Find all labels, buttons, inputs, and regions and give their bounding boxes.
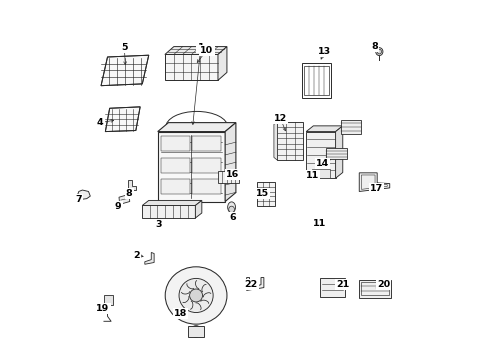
Polygon shape [101,55,148,86]
Text: 20: 20 [376,280,389,289]
Bar [341,120,360,134]
Bar [161,179,189,194]
Text: 5: 5 [121,43,127,52]
Polygon shape [195,201,202,218]
Polygon shape [128,180,136,190]
Polygon shape [273,122,277,160]
Bar [319,278,344,297]
Text: 10: 10 [200,46,213,55]
Bar [301,63,330,98]
Text: 14: 14 [315,159,328,168]
Text: 1: 1 [197,43,203,52]
Text: 22: 22 [244,280,257,289]
Text: 17: 17 [369,184,382,193]
Polygon shape [142,201,202,206]
Polygon shape [105,107,140,132]
Ellipse shape [375,48,382,55]
Bar [361,282,388,296]
Text: 8: 8 [125,189,132,198]
Text: 9: 9 [115,202,122,211]
Bar [142,206,195,218]
Circle shape [323,285,327,289]
Bar [359,280,390,298]
Polygon shape [359,173,389,192]
Text: 13: 13 [317,47,330,56]
Text: 3: 3 [155,220,162,229]
Polygon shape [144,252,154,264]
Circle shape [190,326,202,337]
Bar [158,132,224,202]
Bar [304,66,328,95]
Bar [192,136,220,151]
Text: 6: 6 [228,213,235,222]
Polygon shape [246,278,264,291]
Bar [305,132,335,178]
Circle shape [336,285,340,289]
Polygon shape [77,190,90,199]
Bar [164,54,218,80]
Text: 19: 19 [96,304,109,313]
Text: 11: 11 [305,171,319,180]
Polygon shape [119,194,129,204]
Bar [218,171,239,183]
Text: 18: 18 [174,309,187,318]
Text: 21: 21 [336,280,349,289]
Polygon shape [158,123,235,132]
Bar [256,182,275,206]
Text: 2: 2 [133,251,140,260]
Polygon shape [305,126,342,132]
Bar [192,179,220,194]
Bar [188,326,203,337]
Polygon shape [218,46,226,80]
Bar [104,296,113,305]
Text: 7: 7 [75,195,82,204]
Bar [161,158,189,173]
Bar [277,122,303,160]
Bar [161,136,189,151]
Text: 15: 15 [255,189,268,198]
Text: 4: 4 [97,118,103,127]
Circle shape [189,289,202,302]
Bar [192,158,220,173]
Polygon shape [224,123,235,202]
Text: 11: 11 [312,219,325,228]
Bar [325,148,346,159]
Bar [311,169,329,178]
Ellipse shape [227,202,235,213]
Ellipse shape [376,49,381,54]
Circle shape [179,278,213,312]
Ellipse shape [228,206,234,213]
Text: 16: 16 [225,170,239,179]
Polygon shape [164,46,226,54]
Polygon shape [335,126,342,178]
Ellipse shape [165,267,226,324]
Text: 8: 8 [370,42,377,51]
Text: 12: 12 [273,114,286,123]
